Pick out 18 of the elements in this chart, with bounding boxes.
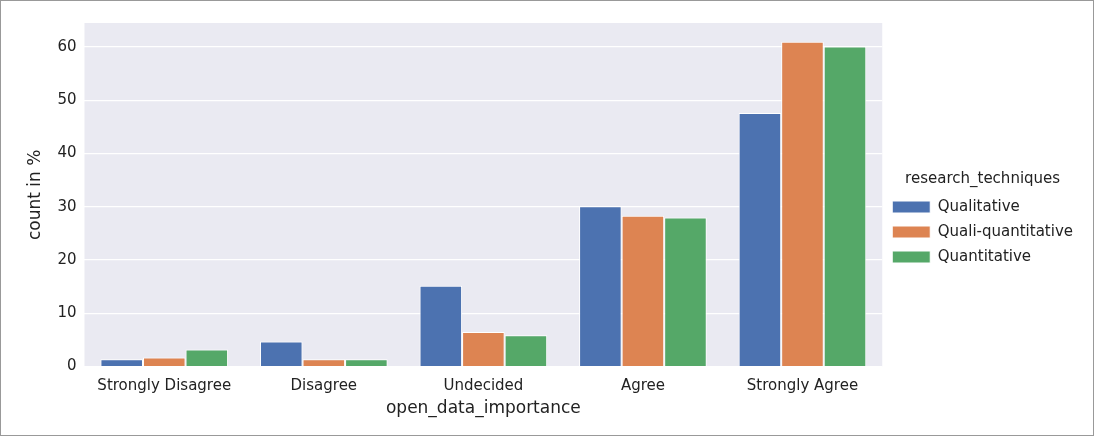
y-tick-label: 10	[57, 303, 77, 322]
y-tick-label: 30	[57, 196, 77, 215]
x-tick-label: Strongly Disagree	[97, 376, 232, 395]
y-tick-label: 0	[66, 356, 77, 375]
legend-label: Quali-quantitative	[937, 221, 1074, 240]
x-tick-label: Agree	[620, 376, 665, 395]
y-tick-label: 20	[57, 249, 77, 268]
y-tick-label: 40	[57, 143, 77, 162]
x-tick-label: Disagree	[290, 376, 358, 395]
legend-title: research_techniques	[905, 168, 1061, 188]
x-axis-title: open_data_importance	[385, 397, 581, 419]
x-tick-label: Strongly Agree	[746, 376, 859, 395]
y-axis-title: count in %	[23, 149, 44, 241]
legend-label: Quantitative	[937, 246, 1032, 265]
y-tick-label: 50	[57, 90, 77, 109]
x-tick-label: Undecided	[443, 376, 524, 395]
legend-label: Qualitative	[937, 196, 1020, 215]
y-tick-label: 60	[57, 36, 77, 55]
